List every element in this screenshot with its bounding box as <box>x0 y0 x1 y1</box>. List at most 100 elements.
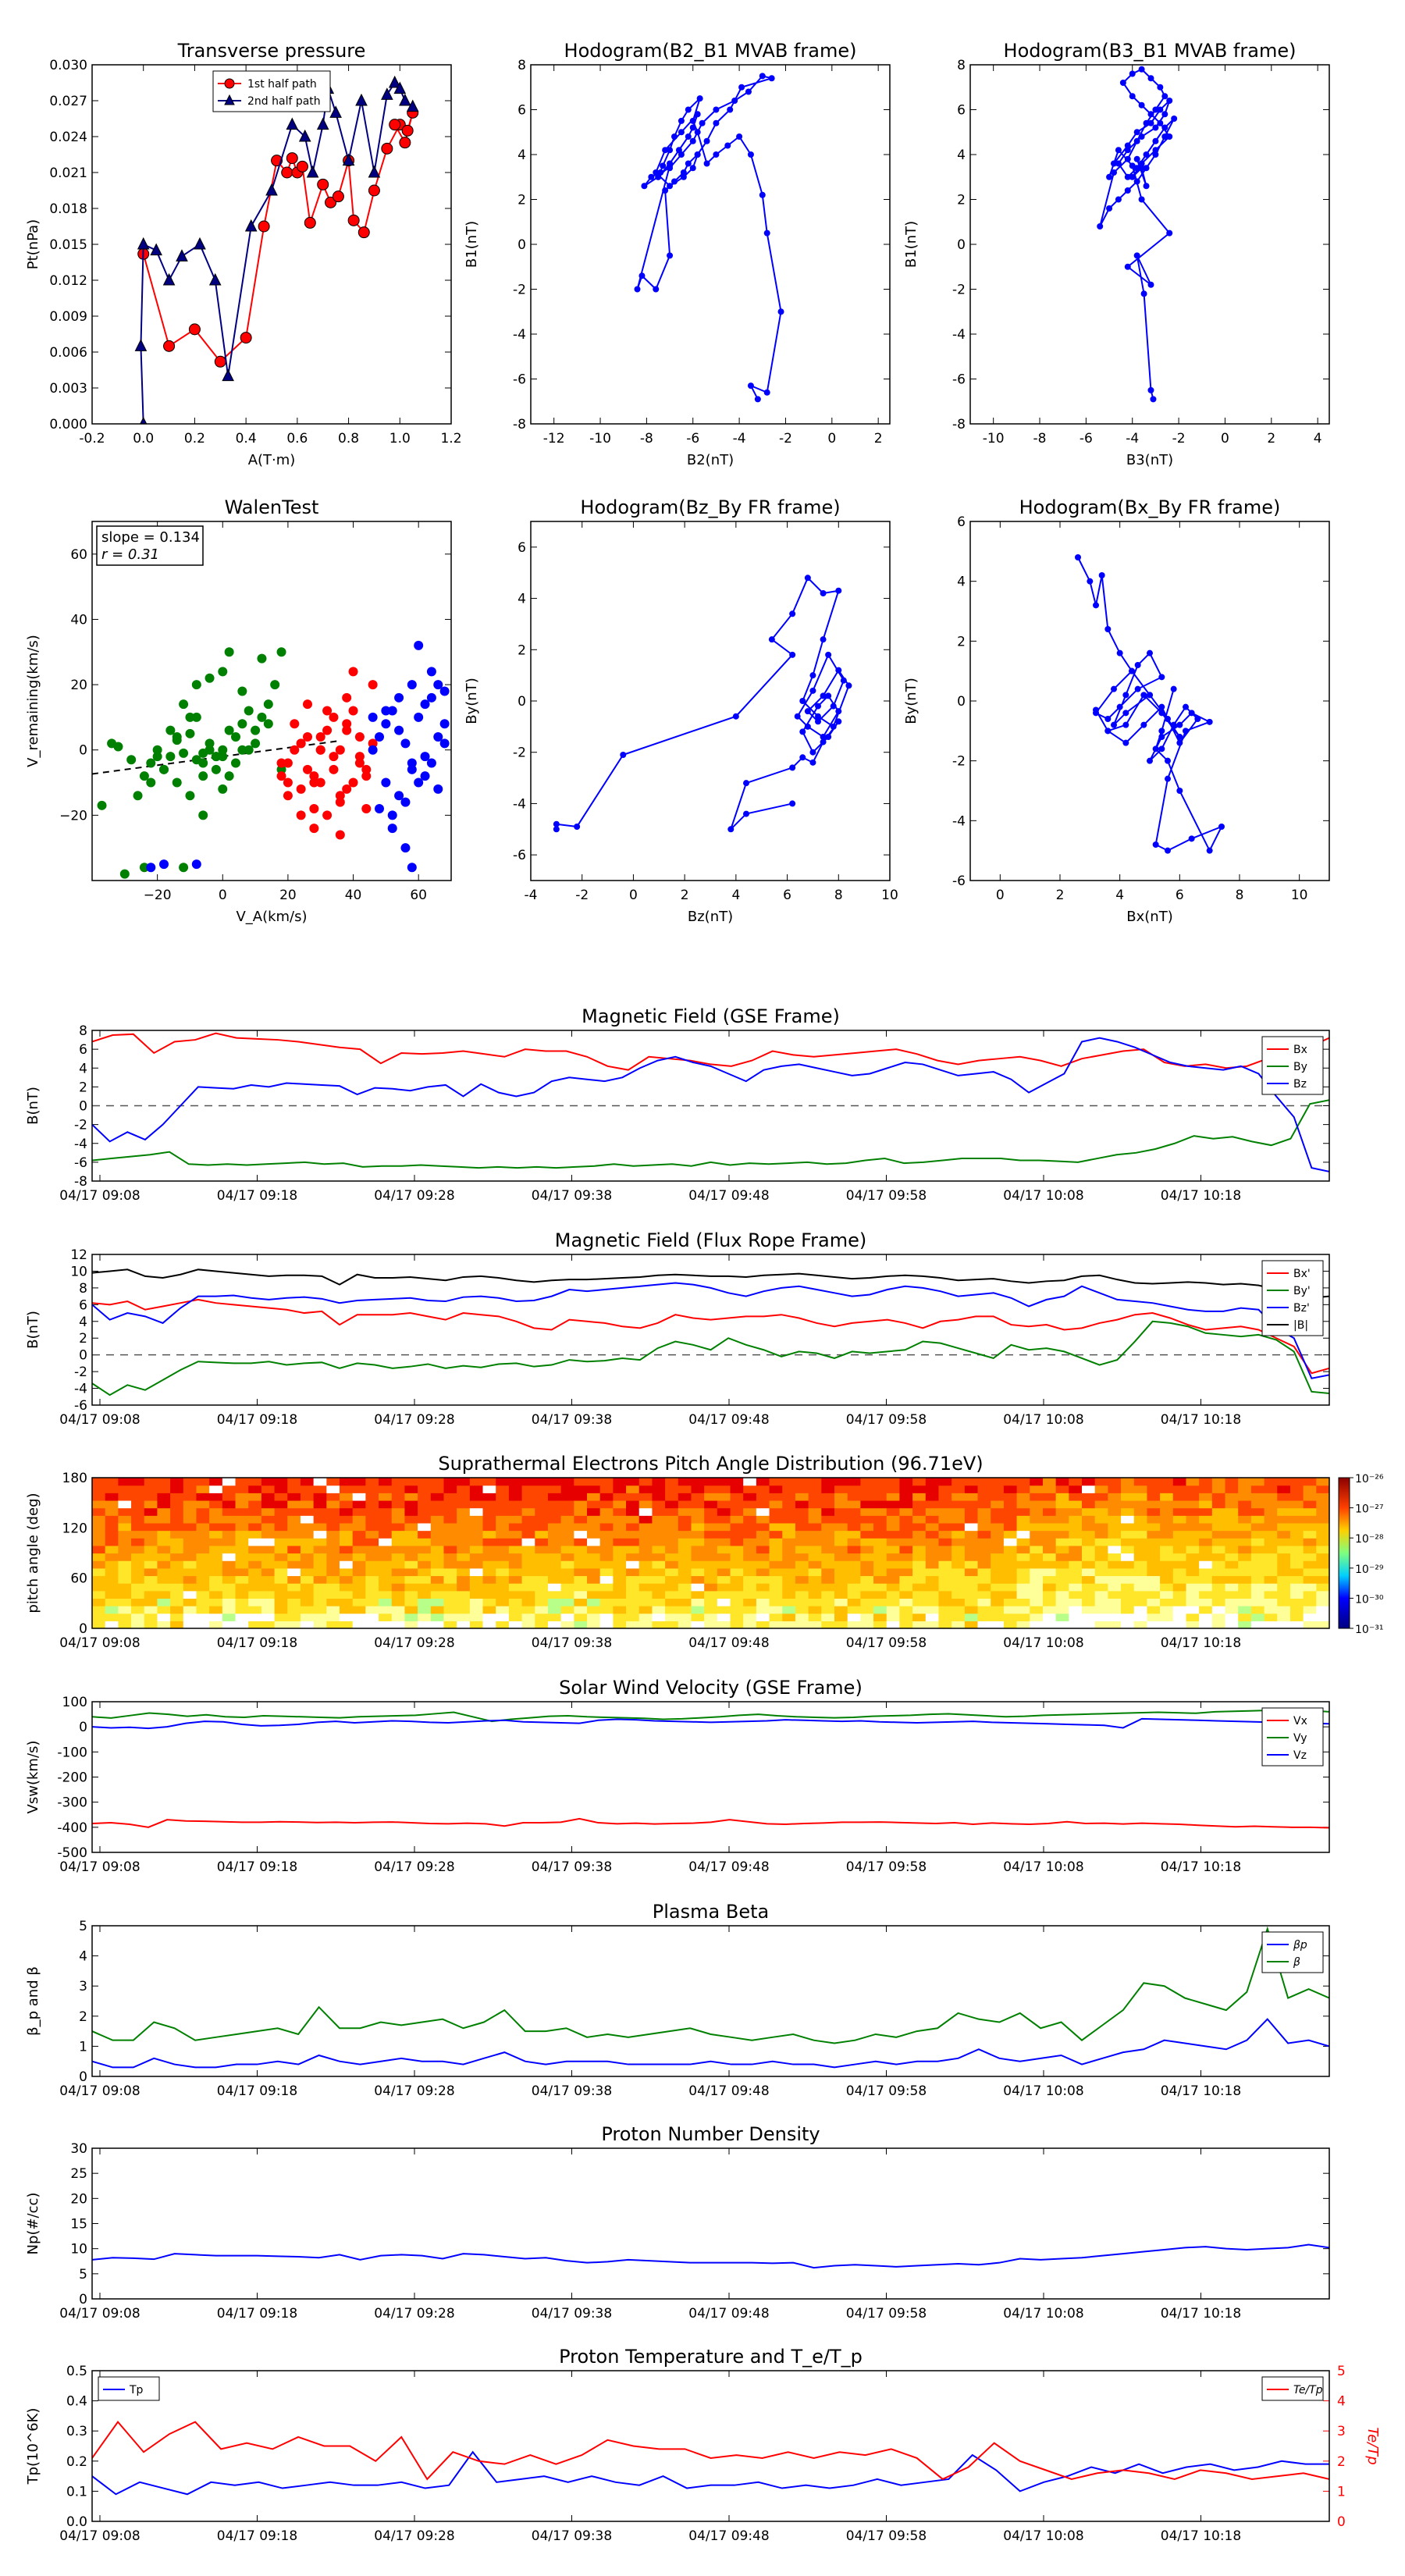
sw-frame <box>91 1701 1330 1853</box>
pad-cell <box>1121 1538 1135 1546</box>
pad-cell <box>1016 1621 1030 1628</box>
pad-cell <box>991 1621 1005 1628</box>
pad-cell <box>678 1606 692 1614</box>
pad-cell <box>652 1598 666 1606</box>
np-time-label: 04/17 09:38 <box>532 2306 612 2322</box>
h2-marker <box>1161 133 1168 140</box>
pad-cell <box>1199 1515 1213 1524</box>
pad-cell <box>1303 1560 1317 1569</box>
pad-cell <box>418 1590 432 1599</box>
pad-cell <box>886 1560 901 1569</box>
pad-cell <box>496 1590 510 1599</box>
pad-cell <box>209 1598 223 1606</box>
mffr-time-label: 04/17 09:48 <box>688 1412 769 1428</box>
pad-cell <box>1069 1538 1083 1546</box>
wt-point <box>283 758 293 768</box>
h3-marker <box>825 692 832 699</box>
pad-cell <box>287 1485 301 1493</box>
pad-cell <box>743 1538 757 1546</box>
h1-marker <box>689 165 696 172</box>
pad-cell <box>1303 1553 1317 1561</box>
pad-cell <box>300 1530 315 1539</box>
h2-marker <box>1138 66 1145 73</box>
pad-cell <box>222 1598 237 1606</box>
h3-marker <box>799 754 806 761</box>
pad-cell <box>469 1567 484 1577</box>
pad-cell <box>1042 1621 1057 1628</box>
pad-cell <box>209 1613 223 1621</box>
pad-cell <box>1121 1567 1135 1577</box>
pad-cell <box>1316 1545 1329 1554</box>
pad-cell <box>352 1493 366 1501</box>
pad-cell <box>404 1500 418 1509</box>
pad-cell <box>808 1530 822 1539</box>
pad-cell <box>1082 1493 1096 1501</box>
pad-cell <box>899 1613 913 1621</box>
pad-cell <box>964 1493 979 1501</box>
mffr-legend-label: By' <box>1293 1285 1311 1297</box>
pad-cell <box>873 1478 887 1486</box>
pad-cell <box>300 1590 315 1599</box>
pad-cell <box>925 1621 940 1628</box>
pad-cell <box>144 1545 158 1554</box>
pad-cell <box>886 1621 901 1628</box>
pad-cell <box>404 1613 418 1621</box>
pad-cell <box>1186 1553 1200 1561</box>
pad-cell <box>131 1530 145 1539</box>
pad-cell <box>599 1567 614 1577</box>
pad-cell <box>1225 1567 1239 1577</box>
pad-cell <box>430 1538 445 1546</box>
h1-marker <box>696 95 703 102</box>
pad-cell <box>313 1500 327 1509</box>
pad-cell <box>899 1590 913 1599</box>
wt-xtick-label: −20 <box>144 888 172 903</box>
pad-cell <box>391 1522 406 1532</box>
pad-colorbar-label: 10⁻³⁰ <box>1355 1593 1384 1606</box>
pad-cell <box>834 1590 848 1599</box>
pad-cell <box>717 1598 731 1606</box>
pad-cell <box>613 1507 627 1516</box>
pad-cell <box>821 1545 835 1554</box>
wt-point <box>244 745 254 755</box>
pad-cell <box>1238 1507 1252 1516</box>
pad-cell <box>131 1598 145 1606</box>
pad-cell <box>743 1590 757 1599</box>
pad-cell <box>678 1598 692 1606</box>
pad-cell <box>665 1530 679 1539</box>
tp-marker <box>306 165 319 178</box>
h4-marker <box>1170 685 1177 692</box>
pad-cell <box>261 1613 276 1621</box>
h1-marker <box>685 106 692 113</box>
pad-cell <box>1003 1560 1018 1569</box>
h3-title: Hodogram(Bz_By FR frame) <box>580 496 840 518</box>
pad-cell <box>157 1530 171 1539</box>
pad-cell <box>261 1545 276 1554</box>
pad-cell <box>587 1530 601 1539</box>
beta-series-0 <box>92 2018 1329 2069</box>
pad-cell <box>418 1530 432 1539</box>
pad-cell <box>1147 1500 1161 1509</box>
pad-cell <box>379 1485 393 1493</box>
pad-cell <box>1316 1493 1329 1501</box>
h4-marker <box>1170 721 1177 728</box>
h3-xtick-label: 4 <box>731 888 740 903</box>
pad-cell <box>665 1493 679 1501</box>
pad-cell <box>340 1478 354 1486</box>
pad-cell <box>860 1545 874 1554</box>
h4-xtick-label: 2 <box>1056 888 1065 903</box>
wt-point <box>205 738 215 749</box>
h1-marker <box>777 308 784 315</box>
pad-cell <box>730 1538 744 1546</box>
h2-marker <box>1161 111 1168 118</box>
sw-panel: Solar Wind Velocity (GSE Frame)04/17 09:… <box>25 1677 1330 1875</box>
pad-cell <box>365 1606 379 1614</box>
sw-ytick-label: -100 <box>57 1745 87 1760</box>
wt-xtick-label: 60 <box>410 888 427 903</box>
pad-cell <box>443 1530 457 1539</box>
pad-cell <box>1003 1538 1018 1546</box>
pad-cell <box>912 1598 927 1606</box>
pad-cell <box>1303 1507 1317 1516</box>
pad-cell <box>964 1567 979 1577</box>
pad-cell <box>1172 1583 1187 1592</box>
pad-cell <box>899 1522 913 1532</box>
